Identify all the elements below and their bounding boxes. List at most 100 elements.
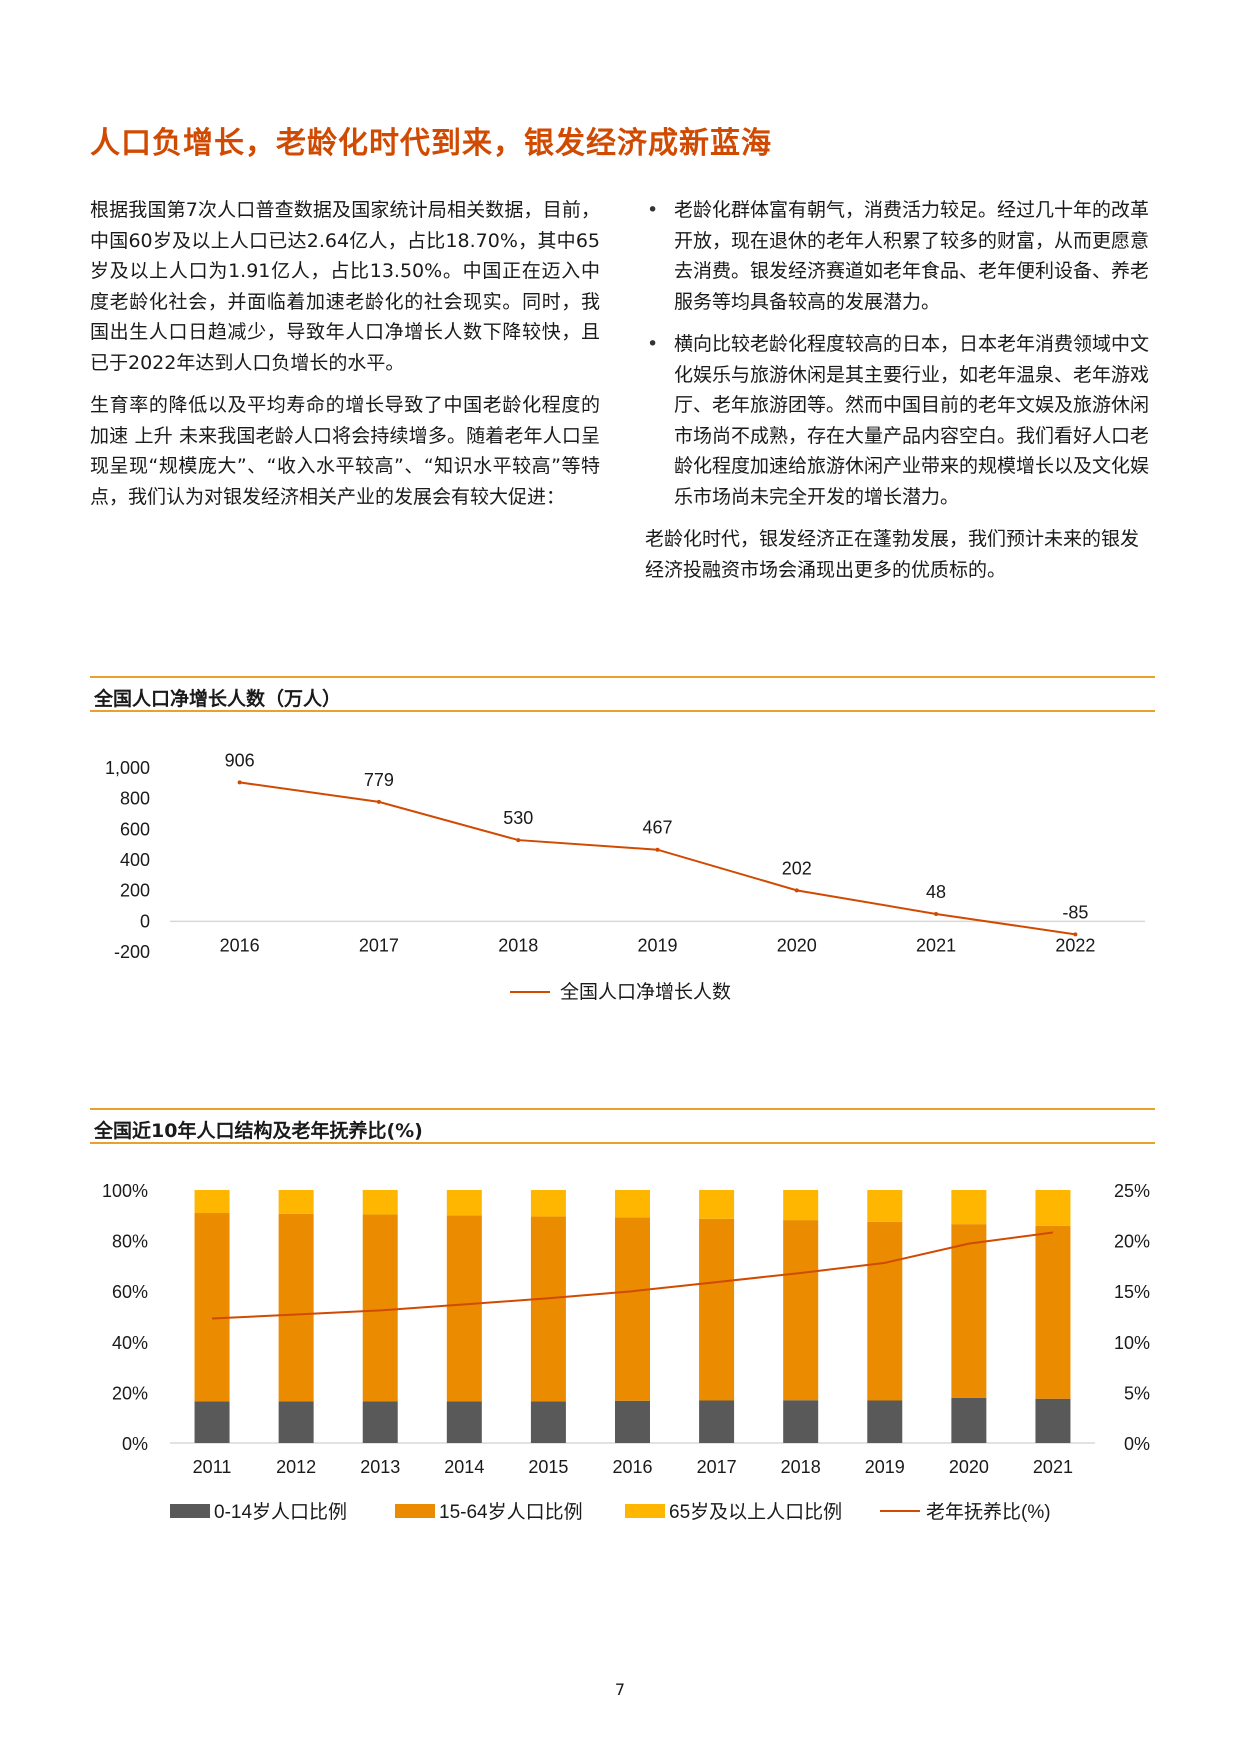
bar-segment xyxy=(194,1190,230,1214)
y-tick-label-left: 0% xyxy=(122,1434,148,1454)
bar-segment xyxy=(783,1400,819,1443)
x-tick-label: 2016 xyxy=(220,935,260,955)
bar-segment xyxy=(867,1400,903,1443)
x-tick-label: 2013 xyxy=(360,1457,400,1477)
data-label: 530 xyxy=(503,808,533,828)
data-point xyxy=(376,799,381,804)
legend-label: 65岁及以上人口比例 xyxy=(669,1501,842,1523)
bar-segment xyxy=(362,1401,398,1443)
y-tick-label-left: 40% xyxy=(112,1333,148,1353)
bar-segment xyxy=(446,1215,482,1402)
y-tick-label: 400 xyxy=(120,850,150,870)
page-number: 7 xyxy=(614,1680,626,1699)
x-tick-label: 2019 xyxy=(865,1457,905,1477)
bar-segment xyxy=(699,1190,735,1219)
bar-segment xyxy=(951,1224,987,1398)
y-tick-label-left: 100% xyxy=(102,1181,148,1201)
data-point xyxy=(1073,932,1078,937)
x-tick-label: 2016 xyxy=(612,1457,652,1477)
y-tick-label-right: 0% xyxy=(1124,1434,1150,1454)
x-tick-label: 2012 xyxy=(276,1457,316,1477)
y-tick-label: 1,000 xyxy=(105,758,150,778)
x-tick-label: 2021 xyxy=(916,935,956,955)
data-label: 467 xyxy=(642,818,672,838)
chart2-title: 全国近10年人口结构及老年抚养比(%) xyxy=(94,1120,423,1142)
right-column: 老龄化群体富有朝气，消费活力较足。经过几十年的改革开放，现在退休的老年人积累了较… xyxy=(645,195,1155,597)
bullet-list: 老龄化群体富有朝气，消费活力较足。经过几十年的改革开放，现在退休的老年人积累了较… xyxy=(645,195,1155,512)
bar-segment xyxy=(530,1190,566,1217)
bar-segment xyxy=(951,1190,987,1225)
legend-label: 15-64岁人口比例 xyxy=(439,1501,583,1523)
data-point xyxy=(516,838,521,843)
legend-label: 老年抚养比(%) xyxy=(926,1501,1051,1523)
bar-segment xyxy=(362,1190,398,1215)
x-tick-label: 2014 xyxy=(444,1457,484,1477)
bar-segment xyxy=(1035,1190,1071,1226)
x-tick-label: 2015 xyxy=(528,1457,568,1477)
y-tick-label: 0 xyxy=(140,911,150,931)
bar-segment xyxy=(1035,1398,1071,1443)
y-tick-label: -200 xyxy=(114,942,150,962)
y-tick-label-right: 15% xyxy=(1114,1282,1150,1302)
data-label: 779 xyxy=(364,770,394,790)
bar-segment xyxy=(783,1190,819,1221)
bar-segment xyxy=(278,1190,314,1214)
x-tick-label: 2011 xyxy=(193,1457,232,1477)
x-tick-label: 2017 xyxy=(359,935,399,955)
x-tick-label: 2020 xyxy=(777,935,817,955)
intro-paragraph: 根据我国第7次人口普查数据及国家统计局相关数据，目前，中国60岁及以上人口已达2… xyxy=(90,199,600,374)
y-tick-label-right: 10% xyxy=(1114,1333,1150,1353)
bar-segment xyxy=(783,1220,819,1401)
dependency-ratio-line xyxy=(211,1231,1054,1320)
legend-label: 0-14岁人口比例 xyxy=(214,1501,347,1523)
y-tick-label-left: 60% xyxy=(112,1282,148,1302)
bullet-item: 老龄化群体富有朝气，消费活力较足。经过几十年的改革开放，现在退休的老年人积累了较… xyxy=(645,195,1155,317)
bar-segment xyxy=(446,1401,482,1443)
bar-segment xyxy=(446,1190,482,1216)
data-point xyxy=(934,911,939,916)
bar-segment xyxy=(699,1218,735,1401)
bar-segment xyxy=(615,1400,650,1443)
data-point xyxy=(655,847,660,852)
bar-segment xyxy=(530,1401,566,1443)
x-tick-label: 2018 xyxy=(781,1457,821,1477)
bar-segment xyxy=(615,1190,650,1218)
x-tick-label: 2018 xyxy=(498,935,538,955)
chart2-header: 全国近10年人口结构及老年抚养比(%) xyxy=(90,1108,1155,1144)
y-tick-label: 800 xyxy=(120,789,150,809)
x-tick-label: 2021 xyxy=(1033,1457,1073,1477)
y-tick-label: 600 xyxy=(120,819,150,839)
data-label: 48 xyxy=(926,882,946,902)
y-tick-label-right: 25% xyxy=(1114,1181,1150,1201)
bar-segment xyxy=(194,1401,230,1443)
bar-segment xyxy=(278,1213,314,1402)
data-label: -85 xyxy=(1062,902,1088,922)
x-tick-label: 2020 xyxy=(949,1457,989,1477)
bar-segment xyxy=(1035,1225,1071,1399)
y-tick-label-left: 20% xyxy=(112,1383,148,1403)
bar-segment xyxy=(615,1217,650,1401)
data-point xyxy=(794,888,799,893)
series-line xyxy=(239,781,1076,936)
x-tick-label: 2017 xyxy=(697,1457,737,1477)
chart1-title: 全国人口净增长人数（万人） xyxy=(94,688,342,710)
legend-label: 全国人口净增长人数 xyxy=(560,981,731,1003)
bar-segment xyxy=(867,1221,903,1401)
y-tick-label-right: 20% xyxy=(1114,1232,1150,1252)
y-tick-label-left: 80% xyxy=(112,1232,148,1252)
line-chart-population-growth: 1,000 800 600 400 200 0 -200 2016 2017 2018 2019 20… xyxy=(105,750,1145,1003)
legend-swatch xyxy=(170,1504,210,1518)
closing-paragraph: 老龄化时代，银发经济正在蓬勃发展，我们预计未来的银发经济投融资市场会涌现出更多的… xyxy=(645,528,1140,581)
bar-segment xyxy=(699,1400,735,1443)
bar-segment xyxy=(194,1213,230,1402)
bar-segment xyxy=(951,1397,987,1443)
bullet-item: 横向比较老龄化程度较高的日本，日本老年消费领域中文化娱乐与旅游休闲是其主要行业，… xyxy=(645,329,1155,512)
analysis-paragraph: 生育率的降低以及平均寿命的增长导致了中国老龄化程度的加速 上升 未来我国老龄人口… xyxy=(90,394,600,508)
chart1-header: 全国人口净增长人数（万人） xyxy=(90,676,1155,712)
y-tick-label: 200 xyxy=(120,881,150,901)
y-tick-label-right: 5% xyxy=(1124,1383,1150,1403)
data-label: 906 xyxy=(225,750,255,770)
page-title: 人口负增长，老龄化时代到来，银发经济成新蓝海 xyxy=(90,126,772,161)
legend-swatch xyxy=(625,1504,665,1518)
x-tick-label: 2022 xyxy=(1055,935,1095,955)
